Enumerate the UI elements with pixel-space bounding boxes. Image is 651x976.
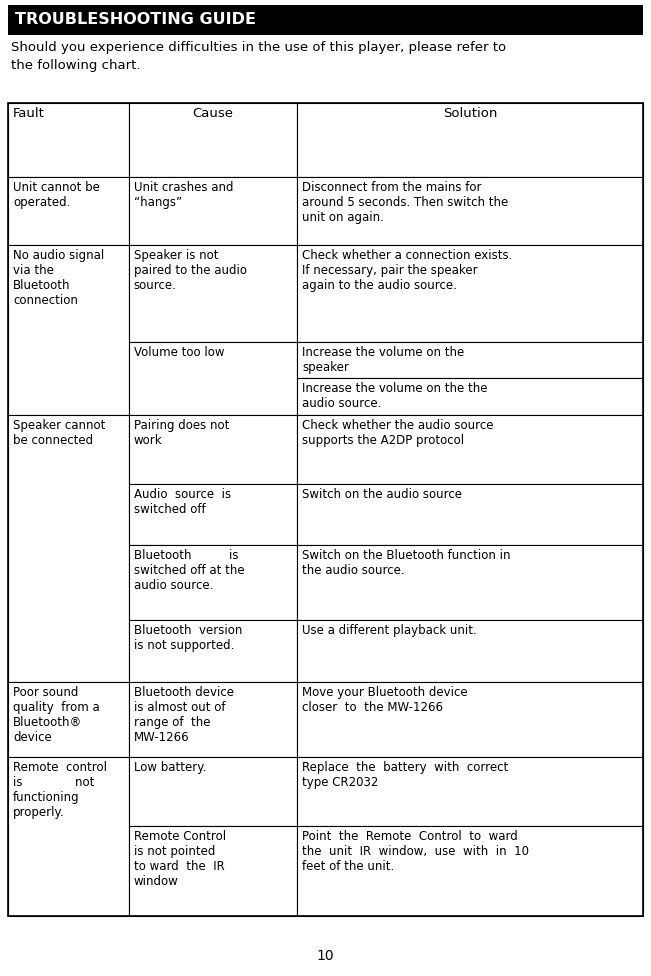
Bar — [129, 757, 297, 826]
Text: Pairing does not
work: Pairing does not work — [133, 420, 229, 447]
Bar — [297, 177, 643, 245]
Bar — [297, 826, 643, 916]
Bar — [297, 484, 643, 545]
Bar — [8, 757, 129, 916]
Bar — [297, 103, 643, 177]
Text: Cause: Cause — [192, 107, 233, 120]
Text: Fault: Fault — [13, 107, 45, 120]
Bar — [297, 621, 643, 681]
Bar — [297, 379, 643, 416]
Text: 10: 10 — [316, 949, 335, 963]
Text: TROUBLESHOOTING GUIDE: TROUBLESHOOTING GUIDE — [15, 13, 256, 27]
Bar — [129, 416, 297, 484]
Text: Should you experience difficulties in the use of this player, please refer to
th: Should you experience difficulties in th… — [11, 41, 506, 72]
Text: Solution: Solution — [443, 107, 497, 120]
Text: Audio  source  is
switched off: Audio source is switched off — [133, 488, 230, 516]
Bar — [129, 681, 297, 757]
Bar — [129, 177, 297, 245]
Text: Remote Control
is not pointed
to ward  the  IR
window: Remote Control is not pointed to ward th… — [133, 830, 226, 887]
Bar — [8, 103, 643, 916]
Text: Check whether the audio source
supports the A2DP protocol: Check whether the audio source supports … — [302, 420, 493, 447]
Bar — [129, 103, 297, 177]
Bar — [297, 245, 643, 342]
Text: Bluetooth          is
switched off at the
audio source.: Bluetooth is switched off at the audio s… — [133, 549, 244, 592]
Text: No audio signal
via the
Bluetooth
connection: No audio signal via the Bluetooth connec… — [13, 249, 104, 307]
Text: Poor sound
quality  from a
Bluetooth®
device: Poor sound quality from a Bluetooth® dev… — [13, 685, 100, 744]
Text: Check whether a connection exists.
If necessary, pair the speaker
again to the a: Check whether a connection exists. If ne… — [302, 249, 512, 293]
Bar — [297, 545, 643, 621]
Text: Switch on the audio source: Switch on the audio source — [302, 488, 462, 501]
Bar — [129, 245, 297, 342]
Bar — [297, 342, 643, 379]
Text: Speaker cannot
be connected: Speaker cannot be connected — [13, 420, 105, 447]
Text: Bluetooth device
is almost out of
range of  the
MW-1266: Bluetooth device is almost out of range … — [133, 685, 234, 744]
Bar — [129, 484, 297, 545]
Text: Replace  the  battery  with  correct
type CR2032: Replace the battery with correct type CR… — [302, 761, 508, 789]
Text: Unit cannot be
operated.: Unit cannot be operated. — [13, 181, 100, 209]
Text: Low battery.: Low battery. — [133, 761, 206, 774]
Text: Increase the volume on the the
audio source.: Increase the volume on the the audio sou… — [302, 383, 488, 411]
Bar — [129, 342, 297, 416]
Bar — [8, 681, 129, 757]
Bar — [129, 545, 297, 621]
Text: Switch on the Bluetooth function in
the audio source.: Switch on the Bluetooth function in the … — [302, 549, 510, 577]
Bar — [297, 757, 643, 826]
Bar — [297, 416, 643, 484]
Text: Move your Bluetooth device
closer  to  the MW-1266: Move your Bluetooth device closer to the… — [302, 685, 467, 713]
Text: Use a different playback unit.: Use a different playback unit. — [302, 625, 477, 637]
Bar — [8, 245, 129, 416]
Bar — [129, 621, 297, 681]
Bar — [8, 103, 129, 177]
Text: Unit crashes and
“hangs”: Unit crashes and “hangs” — [133, 181, 233, 209]
Text: Remote  control
is              not
functioning
properly.: Remote control is not functioning proper… — [13, 761, 107, 819]
Bar — [8, 177, 129, 245]
Text: Point  the  Remote  Control  to  ward
the  unit  IR  window,  use  with  in  10
: Point the Remote Control to ward the uni… — [302, 830, 529, 873]
Bar — [8, 416, 129, 681]
Text: Volume too low: Volume too low — [133, 346, 224, 358]
Bar — [297, 681, 643, 757]
Bar — [8, 5, 643, 35]
Text: Speaker is not
paired to the audio
source.: Speaker is not paired to the audio sourc… — [133, 249, 247, 293]
Text: Disconnect from the mains for
around 5 seconds. Then switch the
unit on again.: Disconnect from the mains for around 5 s… — [302, 181, 508, 224]
Text: Bluetooth  version
is not supported.: Bluetooth version is not supported. — [133, 625, 242, 652]
Bar — [129, 826, 297, 916]
Text: Increase the volume on the
speaker: Increase the volume on the speaker — [302, 346, 464, 374]
